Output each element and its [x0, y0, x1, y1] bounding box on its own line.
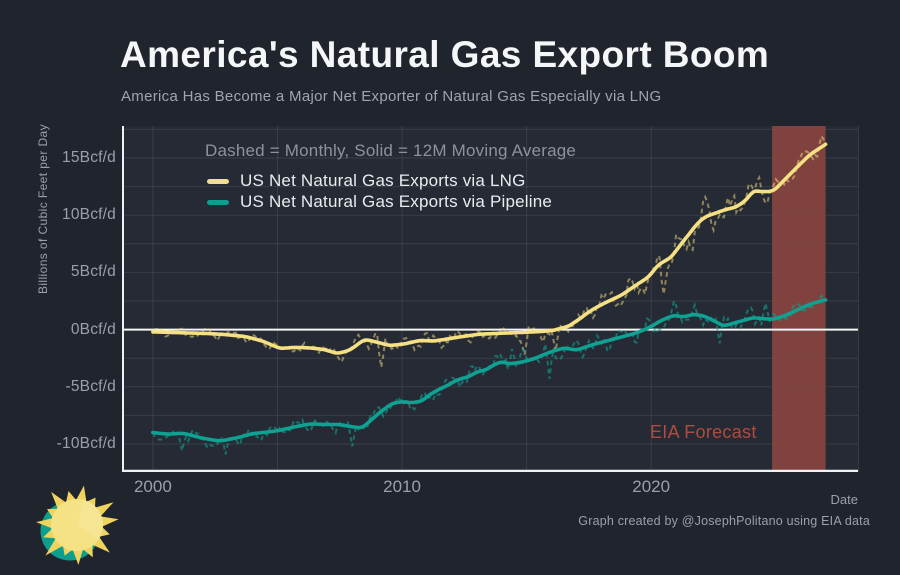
legend-item-pipeline: US Net Natural Gas Exports via Pipeline — [207, 192, 552, 212]
moving-average-line — [151, 142, 828, 355]
forecast-band — [772, 126, 826, 472]
chart-plot — [122, 126, 858, 472]
x-tick-label: 2000 — [133, 477, 172, 496]
legend-item-label: US Net Natural Gas Exports via LNG — [240, 171, 526, 190]
lng-line-swatch-icon — [207, 178, 229, 184]
monthly-dashed-line — [152, 133, 826, 368]
legend-note: Dashed = Monthly, Solid = 12M Moving Ave… — [205, 141, 577, 160]
y-tick-label: -10Bcf/d — [56, 434, 116, 452]
page-title: America's Natural Gas Export Boom — [120, 34, 770, 75]
x-axis-title: Date — [830, 492, 858, 507]
page-subtitle: America Has Become a Major Net Exporter … — [121, 88, 662, 105]
pipeline-line-swatch-icon — [207, 199, 229, 205]
plot-area — [122, 126, 859, 472]
y-tick-label: 0Bcf/d — [70, 320, 116, 338]
x-tick-label: 2020 — [632, 477, 671, 496]
sun-highlight — [77, 499, 103, 540]
y-tick-label: -5Bcf/d — [65, 377, 116, 395]
y-tick-label: 10Bcf/d — [62, 206, 116, 224]
legend-item-label: US Net Natural Gas Exports via Pipeline — [240, 192, 553, 211]
y-tick-label: 15Bcf/d — [62, 149, 116, 167]
forecast-annotation: EIA Forecast — [650, 422, 757, 442]
legend-item-lng: US Net Natural Gas Exports via LNG — [207, 171, 526, 191]
moving-average-line — [151, 298, 828, 443]
sun-body — [51, 499, 103, 551]
y-tick-label: 5Bcf/d — [70, 263, 116, 281]
sun-icon — [36, 485, 119, 565]
credit-caption: Graph created by @JosephPolitano using E… — [578, 514, 870, 528]
x-tick-label: 2010 — [383, 477, 421, 496]
